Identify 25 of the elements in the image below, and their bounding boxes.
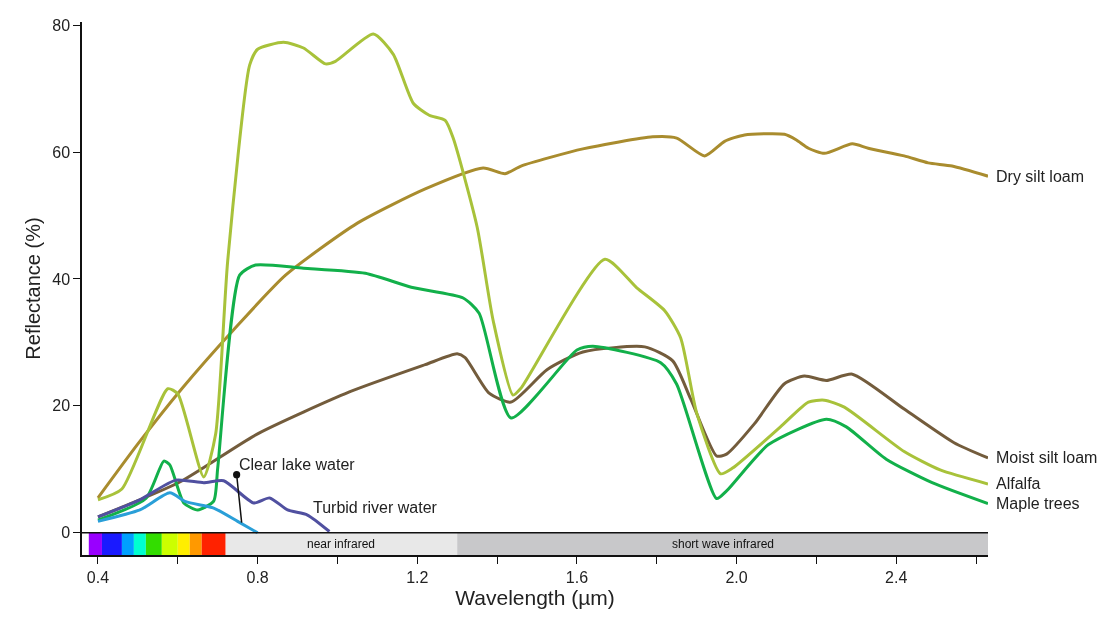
x-axis-title: Wavelength (µm) xyxy=(455,585,615,609)
series-label: Maple trees xyxy=(996,495,1080,512)
annotation: Clear lake water xyxy=(239,456,356,473)
x-tick-label: 2.0 xyxy=(725,568,748,586)
x-tick-label: 2.4 xyxy=(885,568,908,586)
y-axis-title: Reflectance (%) xyxy=(22,217,45,360)
band-label: short wave infrared xyxy=(672,537,775,551)
band-label: near infrared xyxy=(307,537,376,551)
x-tick-label: 1.2 xyxy=(406,568,429,586)
x-tick-label: 0.4 xyxy=(86,568,110,586)
y-tick-label: 0 xyxy=(61,524,71,542)
x-tick-label: 0.8 xyxy=(246,568,269,586)
line-series xyxy=(96,491,260,535)
line-series xyxy=(96,263,988,522)
series-label: Dry silt loam xyxy=(996,168,1085,185)
series-label: Moist silt loam xyxy=(996,449,1098,466)
line-series xyxy=(96,32,988,502)
y-tick-label: 80 xyxy=(52,16,71,34)
y-tick-label: 40 xyxy=(52,270,71,288)
x-tick-label: 1.6 xyxy=(565,568,589,586)
series-label: Alfalfa xyxy=(996,475,1041,492)
series-label: Turbid river water xyxy=(313,499,438,516)
y-tick-label: 60 xyxy=(52,143,71,161)
y-tick-label: 20 xyxy=(52,397,71,415)
line-series xyxy=(96,132,988,500)
